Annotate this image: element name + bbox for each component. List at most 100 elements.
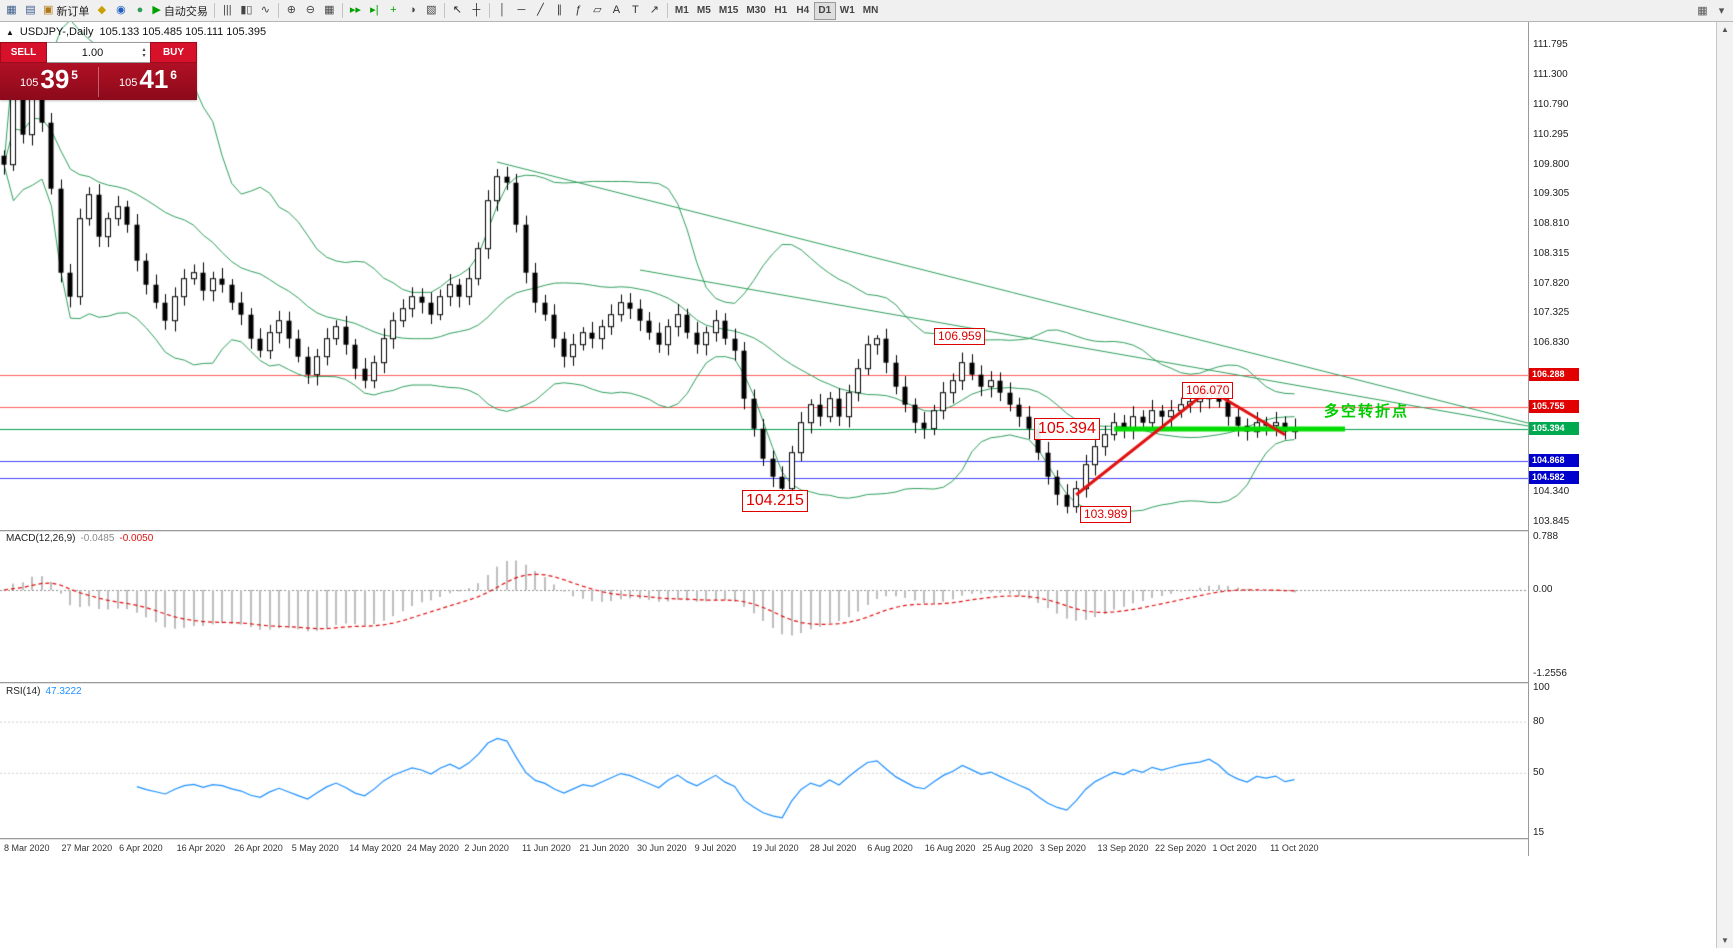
price-annotation[interactable]: 106.959 bbox=[934, 328, 986, 345]
date-label: 25 Aug 2020 bbox=[982, 843, 1033, 853]
sell-button[interactable]: SELL bbox=[0, 42, 47, 63]
toolbar-separator bbox=[666, 3, 668, 18]
sell-price-prefix: 105 bbox=[20, 76, 39, 89]
rsi-scale-label: 15 bbox=[1533, 827, 1545, 838]
trendline-icon: ╱ bbox=[537, 4, 544, 16]
equidistant-channel-icon[interactable]: ∥ bbox=[550, 1, 569, 20]
buy-price-button[interactable]: 105 41 6 bbox=[99, 66, 197, 96]
text-label-icon[interactable]: T bbox=[626, 1, 645, 20]
date-axis-splitter[interactable] bbox=[0, 838, 1528, 840]
chart-shift-icon[interactable]: ▸| bbox=[365, 1, 384, 20]
profiles-icon[interactable]: ▤ bbox=[21, 1, 40, 20]
macd-pane-splitter[interactable] bbox=[0, 530, 1528, 532]
price-line-badge: 106.288 bbox=[1529, 368, 1579, 382]
arrows-icon[interactable]: ↗ bbox=[645, 1, 664, 20]
volume-decrease-icon[interactable]: ▾ bbox=[142, 52, 146, 59]
right-scrollbar[interactable]: ▲ ▼ bbox=[1716, 22, 1733, 948]
new-chart-icon[interactable]: ▦ bbox=[2, 1, 21, 20]
chart-annotations-layer: 106.959 106.070 105.394 104.215 103.989 多空转折点 bbox=[0, 22, 1528, 530]
timeframe-m30[interactable]: M30 bbox=[742, 2, 769, 20]
navigator-icon[interactable]: ◆ bbox=[92, 1, 111, 20]
price-line-badge: 104.582 bbox=[1529, 470, 1579, 484]
scroll-up-icon[interactable]: ▲ bbox=[1721, 25, 1729, 34]
rsi-label: RSI(14) 47.3222 bbox=[4, 686, 84, 697]
rsi-pane-splitter[interactable] bbox=[0, 682, 1528, 684]
text-icon[interactable]: A bbox=[607, 1, 626, 20]
bar-chart-icon[interactable]: ||| bbox=[218, 1, 237, 20]
horizontal-line-icon[interactable]: ─ bbox=[512, 1, 531, 20]
new-order-button[interactable]: ▣ 新订单 bbox=[40, 1, 92, 20]
new-chart-icon: ▦ bbox=[6, 4, 17, 16]
turning-point-note[interactable]: 多空转折点 bbox=[1324, 403, 1410, 420]
toolbar-separator bbox=[488, 3, 490, 18]
date-label: 30 Jun 2020 bbox=[637, 843, 687, 853]
shapes-icon[interactable]: ▱ bbox=[588, 1, 607, 20]
crosshair-icon[interactable]: ┼ bbox=[467, 1, 486, 20]
date-label: 16 Apr 2020 bbox=[176, 843, 226, 853]
macd-scale-label: 0.00 bbox=[1533, 584, 1553, 595]
timeframe-m15[interactable]: M15 bbox=[715, 2, 742, 20]
price-scale[interactable]: 111.795 111.300 110.790 110.295 109.800 109.3… bbox=[1528, 22, 1592, 856]
date-label: 2 Jun 2020 bbox=[464, 843, 509, 853]
macd-scale-label: 0.788 bbox=[1533, 531, 1559, 543]
cursor-icon: ↖ bbox=[452, 4, 462, 16]
timeframe-w1[interactable]: W1 bbox=[836, 2, 859, 20]
trade-panel-top-row: SELL 1.00 ▴ ▾ BUY bbox=[0, 42, 197, 63]
market-watch-icon[interactable]: ◉ bbox=[111, 1, 130, 20]
chart-ohlc-values: 105.133 105.485 105.111 105.395 bbox=[99, 26, 267, 38]
date-label: 1 Oct 2020 bbox=[1212, 843, 1257, 853]
zoom-out-icon[interactable]: ⊖ bbox=[301, 1, 320, 20]
timeframe-m5[interactable]: M5 bbox=[693, 2, 715, 20]
price-scale-label: 109.800 bbox=[1533, 158, 1570, 170]
indicators-icon[interactable]: + bbox=[384, 1, 403, 20]
price-annotation[interactable]: 106.070 bbox=[1182, 382, 1234, 399]
timeframe-h4[interactable]: H4 bbox=[792, 2, 814, 20]
crosshair-icon: ┼ bbox=[472, 4, 481, 16]
price-annotation[interactable]: 105.394 bbox=[1034, 418, 1100, 440]
toolbars-menu-icon[interactable]: ▦ bbox=[1693, 1, 1712, 20]
volume-increase-icon[interactable]: ▴ bbox=[142, 46, 146, 53]
buy-button[interactable]: BUY bbox=[150, 42, 197, 63]
rsi-canvas[interactable] bbox=[0, 684, 1528, 838]
toolbar-expand-icon[interactable]: ▾ bbox=[1712, 1, 1731, 20]
cursor-icon[interactable]: ↖ bbox=[448, 1, 467, 20]
tile-windows-icon[interactable]: ▦ bbox=[320, 1, 339, 20]
price-annotation[interactable]: 104.215 bbox=[742, 490, 808, 512]
volume-stepper[interactable]: 1.00 ▴ ▾ bbox=[47, 42, 150, 63]
price-scale-label: 110.295 bbox=[1533, 129, 1569, 140]
date-axis[interactable]: 8 Mar 2020 27 Mar 2020 6 Apr 2020 16 Apr 20… bbox=[0, 840, 1528, 858]
timeframe-d1[interactable]: D1 bbox=[813, 1, 836, 20]
autotrading-button[interactable]: ▶ 自动交易 bbox=[149, 1, 210, 20]
macd-main-value: -0.0485 bbox=[80, 533, 115, 544]
price-scale-label: 111.795 bbox=[1533, 39, 1568, 50]
text-label-icon: T bbox=[632, 4, 639, 16]
rsi-scale-label: 80 bbox=[1533, 716, 1545, 728]
macd-scale-label: -1.2556 bbox=[1533, 668, 1567, 680]
periods-icon[interactable]: ◑ bbox=[403, 1, 422, 20]
one-click-collapse-icon[interactable]: ▲ bbox=[6, 27, 14, 37]
autotrading-label: 自动交易 bbox=[163, 5, 208, 18]
macd-canvas[interactable] bbox=[0, 532, 1528, 680]
timeframe-h1[interactable]: H1 bbox=[770, 2, 792, 20]
templates-icon: ▧ bbox=[426, 4, 437, 16]
zoom-in-icon[interactable]: ⊕ bbox=[282, 1, 301, 20]
trendline-icon[interactable]: ╱ bbox=[531, 1, 550, 20]
vertical-line-icon[interactable]: │ bbox=[493, 1, 512, 20]
sell-price-button[interactable]: 105 39 5 bbox=[0, 66, 98, 96]
volume-value[interactable]: 1.00 bbox=[81, 46, 104, 59]
main-chart-canvas[interactable] bbox=[0, 22, 1528, 530]
timeframe-mn[interactable]: MN bbox=[859, 2, 883, 20]
candlestick-chart-icon[interactable]: ▮▯ bbox=[237, 1, 256, 20]
terminal-icon[interactable]: ● bbox=[130, 1, 149, 20]
price-line-badge: 105.394 bbox=[1529, 422, 1579, 436]
auto-scroll-icon[interactable]: ▸▸ bbox=[346, 1, 365, 20]
price-annotation[interactable]: 103.989 bbox=[1080, 506, 1132, 523]
bar-chart-icon: ||| bbox=[223, 4, 232, 16]
price-scale-label: 108.810 bbox=[1533, 218, 1570, 230]
scroll-down-icon[interactable]: ▼ bbox=[1721, 936, 1729, 945]
fibonacci-icon[interactable]: ƒ bbox=[569, 1, 588, 20]
timeframe-m1[interactable]: M1 bbox=[671, 2, 693, 20]
line-chart-icon[interactable]: ∿ bbox=[256, 1, 275, 20]
templates-icon[interactable]: ▧ bbox=[422, 1, 441, 20]
